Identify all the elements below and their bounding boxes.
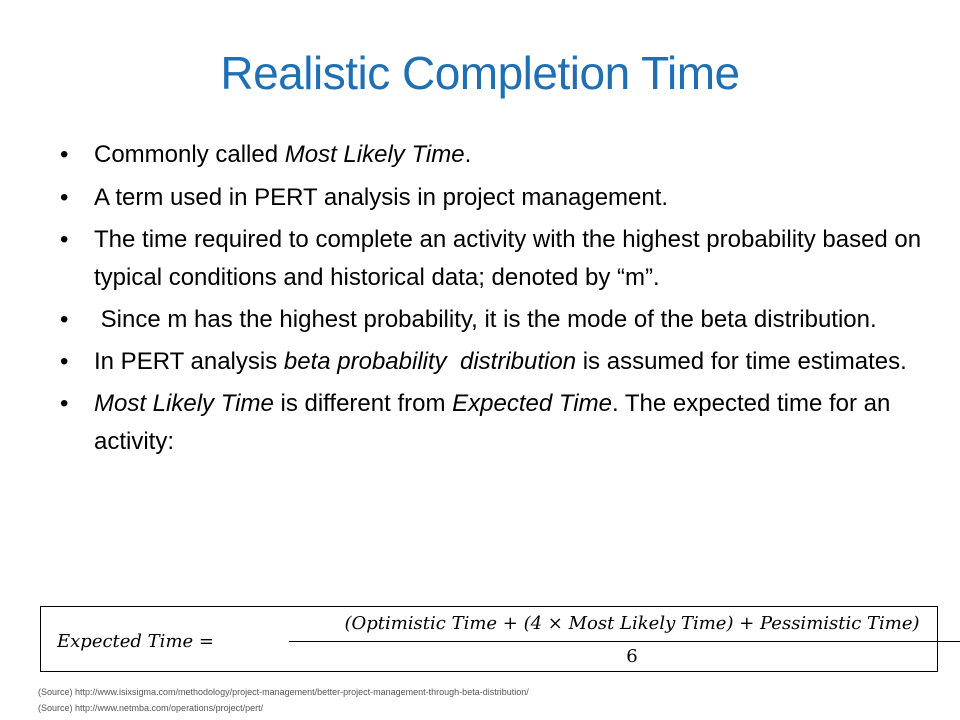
bullet-text: Commonly called: [94, 141, 285, 168]
bullet-icon: •: [60, 184, 69, 211]
bullet-item: • The time required to complete an activ…: [60, 221, 930, 297]
bullet-icon: •: [60, 390, 69, 417]
source-link[interactable]: (Source) http://www.isixsigma.com/method…: [38, 687, 529, 697]
bullet-text: A term used in PERT analysis in project …: [94, 184, 669, 211]
source-notes: (Source) http://www.isixsigma.com/method…: [38, 684, 529, 716]
formula-denominator: 6: [626, 646, 638, 667]
bullet-list: • Commonly called Most Likely Time. • A …: [60, 134, 930, 466]
bullet-text: . The expected time for an activity:: [94, 390, 891, 455]
bullet-icon: •: [60, 226, 69, 253]
bullet-emphasis: Most Likely Time: [284, 141, 465, 168]
formula-fraction: (Optimistic Time + (4 × Most Likely Time…: [289, 613, 960, 667]
bullet-item: • Most Likely Time is different from Exp…: [60, 385, 930, 461]
expected-time-formula: Expected Time = (Optimistic Time + (4 × …: [40, 606, 960, 672]
bullet-item: • A term used in PERT analysis in projec…: [60, 177, 930, 218]
bullet-text: The time required to complete an activit…: [94, 226, 922, 291]
fraction-bar: [289, 641, 960, 642]
bullet-emphasis: Expected Time: [452, 390, 612, 417]
bullet-item: • Since m has the highest probability, i…: [60, 301, 930, 339]
bullet-item: • Commonly called Most Likely Time.: [60, 134, 930, 175]
bullet-icon: •: [60, 348, 69, 375]
bullet-text: is different from: [273, 390, 453, 417]
formula-lhs: Expected Time =: [57, 631, 214, 652]
slide-title: Realistic Completion Time: [220, 47, 740, 99]
source-link[interactable]: (Source) http://www.netmba.com/operation…: [38, 703, 264, 713]
bullet-item: • In PERT analysis beta probability dist…: [60, 343, 930, 381]
bullet-text: .: [464, 141, 472, 168]
bullet-text: In PERT analysis: [94, 348, 284, 375]
bullet-text: is assumed for time estimates.: [576, 348, 907, 375]
bullet-emphasis: beta probability distribution: [283, 348, 577, 375]
bullet-icon: •: [60, 141, 69, 168]
bullet-text: Since m has the highest probability, it …: [94, 306, 877, 333]
bullet-emphasis: Most Likely Time: [94, 390, 274, 417]
formula-numerator: (Optimistic Time + (4 × Most Likely Time…: [344, 613, 920, 634]
bullet-icon: •: [60, 306, 69, 333]
